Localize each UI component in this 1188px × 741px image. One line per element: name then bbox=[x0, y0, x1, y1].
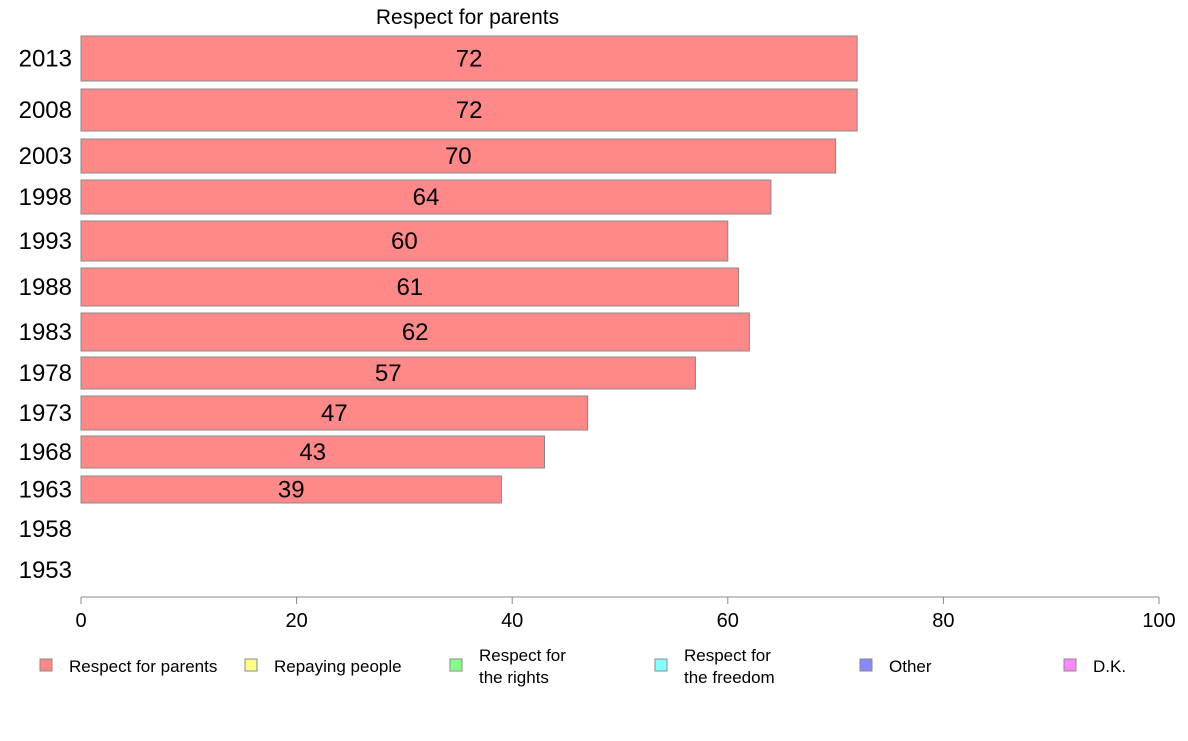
bar-data-label: 70 bbox=[445, 143, 472, 170]
legend-swatch bbox=[39, 658, 53, 672]
x-tick-label: 80 bbox=[932, 610, 954, 632]
y-tick-label: 1983 bbox=[19, 319, 72, 346]
bar-data-label: 47 bbox=[321, 400, 348, 427]
bar-data-label: 64 bbox=[413, 184, 440, 211]
y-tick-label: 1963 bbox=[19, 477, 72, 504]
legend-swatch bbox=[244, 658, 258, 672]
bar bbox=[80, 179, 772, 215]
legend-label: Respect for parents bbox=[69, 657, 217, 676]
legend-label: Respect for the freedom bbox=[684, 646, 775, 687]
bar bbox=[80, 267, 740, 307]
bar bbox=[80, 435, 546, 469]
x-tick-label: 60 bbox=[717, 610, 739, 632]
bar-data-label: 61 bbox=[396, 274, 423, 301]
y-tick-label: 1988 bbox=[19, 274, 72, 301]
y-tick-label: 2008 bbox=[19, 97, 72, 124]
legend-swatch bbox=[654, 658, 668, 672]
bar-data-label: 60 bbox=[391, 228, 418, 255]
legend-label-line: Respect for bbox=[684, 646, 771, 665]
y-tick-label: 1998 bbox=[19, 184, 72, 211]
legend-label: Respect for the rights bbox=[479, 646, 566, 687]
bar bbox=[80, 475, 502, 504]
bar-data-label: 62 bbox=[402, 319, 429, 346]
legend-swatch bbox=[859, 658, 873, 672]
x-tick-label: 0 bbox=[75, 610, 86, 632]
chart-title: Respect for parents bbox=[375, 6, 560, 29]
bar bbox=[80, 88, 858, 132]
y-tick-label: 1958 bbox=[19, 516, 72, 543]
y-tick-label: 2013 bbox=[19, 46, 72, 73]
bar-data-label: 72 bbox=[456, 46, 483, 73]
bar bbox=[80, 138, 837, 174]
legend-label: Repaying people bbox=[274, 657, 402, 676]
legend-label-line: the freedom bbox=[684, 668, 775, 687]
bar-data-label: 39 bbox=[278, 477, 305, 504]
bar-data-label: 72 bbox=[456, 97, 483, 124]
legend-label-line: the rights bbox=[479, 668, 549, 687]
y-tick-label: 1973 bbox=[19, 400, 72, 427]
bar-data-label: 57 bbox=[375, 360, 402, 387]
legend-label: D.K. bbox=[1093, 657, 1126, 676]
bar bbox=[80, 312, 750, 352]
bar-data-label: 43 bbox=[299, 439, 326, 466]
y-tick-label: 1968 bbox=[19, 439, 72, 466]
legend-swatch bbox=[1063, 658, 1077, 672]
legend-label-line: Respect for bbox=[479, 646, 566, 665]
y-tick-label: 1953 bbox=[19, 557, 72, 584]
y-tick-label: 1978 bbox=[19, 360, 72, 387]
x-tick-label: 20 bbox=[285, 610, 307, 632]
y-tick-label: 2003 bbox=[19, 143, 72, 170]
x-tick-label: 40 bbox=[501, 610, 523, 632]
y-tick-label: 1993 bbox=[19, 228, 72, 255]
legend-label: Other bbox=[889, 657, 932, 676]
bar bbox=[80, 395, 589, 431]
bar bbox=[80, 35, 858, 82]
x-tick-label: 100 bbox=[1142, 610, 1175, 632]
legend-swatch bbox=[449, 658, 463, 672]
bar bbox=[80, 220, 729, 262]
bar bbox=[80, 356, 696, 390]
